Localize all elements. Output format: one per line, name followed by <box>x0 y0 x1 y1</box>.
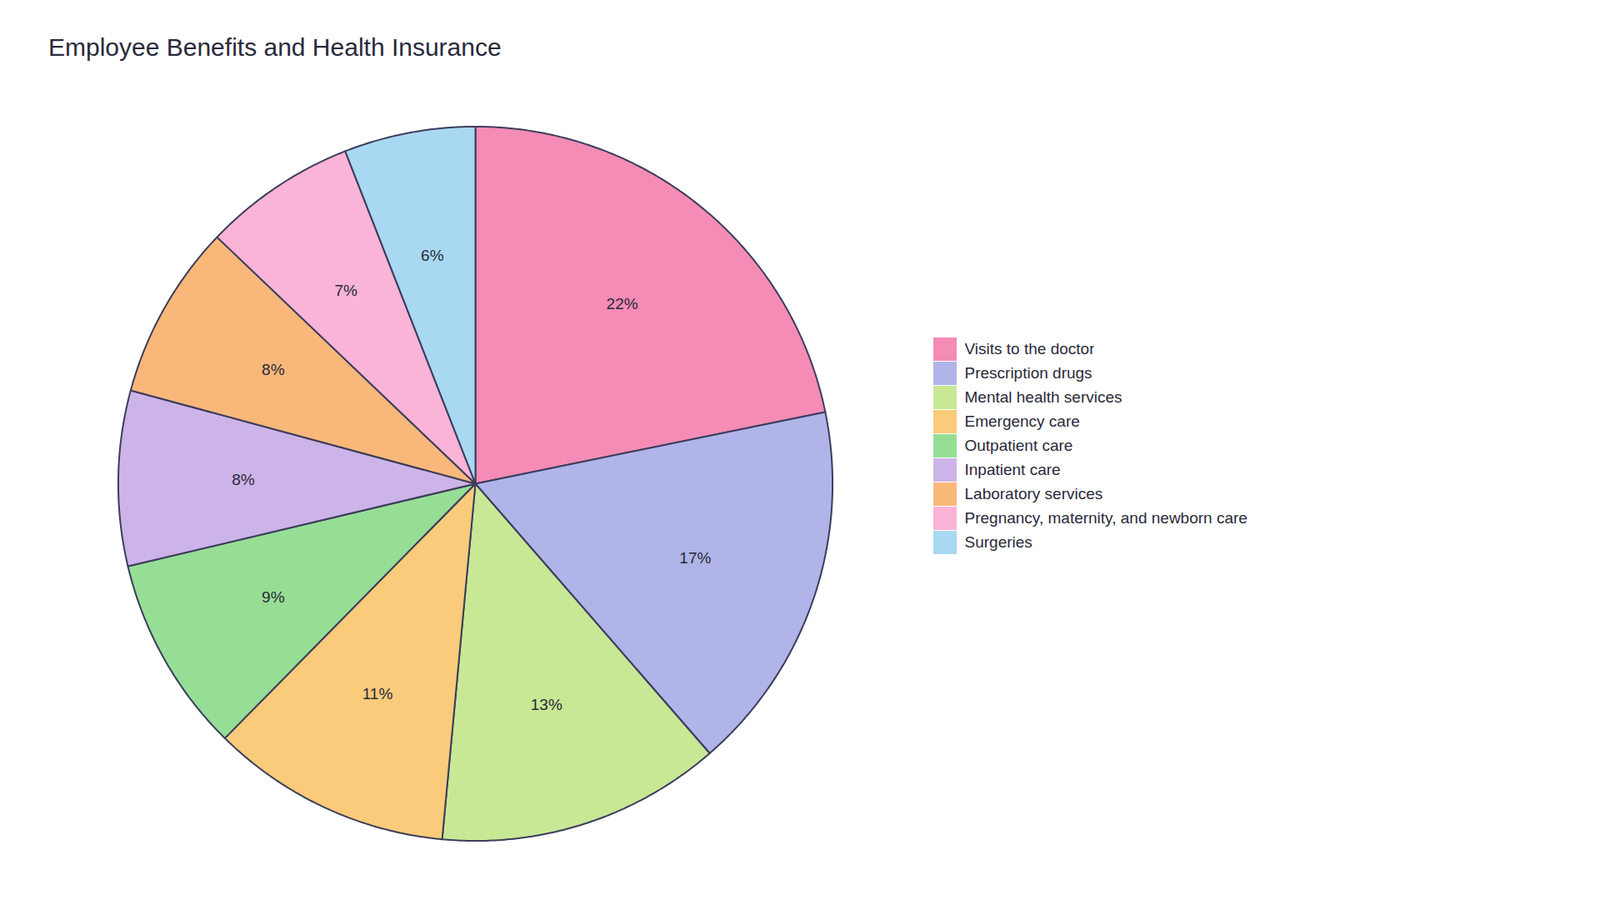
html-text:Surgeries: Surgeries <box>964 533 1033 551</box>
html-text:Visits to the doctor: Visits to the doctor <box>964 339 1095 358</box>
html-text:Pregnancy, maternity, and newb: Pregnancy, maternity, and newborn care <box>964 509 1248 527</box>
svg-text:7%: 7% <box>335 281 359 300</box>
html-text:Prescription drugs: Prescription drugs <box>964 364 1093 382</box>
svg-text:17%: 17% <box>679 549 711 567</box>
html-text:Emergency care: Emergency care <box>964 412 1080 430</box>
svg-text:13%: 13% <box>530 695 563 714</box>
svg-text:11%: 11% <box>362 685 394 703</box>
svg-text:8%: 8% <box>231 470 255 489</box>
svg-text:8%: 8% <box>261 360 285 379</box>
html-text:Laboratory services: Laboratory services <box>964 484 1103 503</box>
html-text:Outpatient care: Outpatient care <box>964 436 1073 454</box>
svg-text:9%: 9% <box>261 588 285 606</box>
html-text:Inpatient care: Inpatient care <box>964 460 1061 479</box>
svg-text:6%: 6% <box>420 246 445 265</box>
html-text:Employee Benefits and Health I: Employee Benefits and Health Insurance <box>48 33 502 61</box>
svg-text:22%: 22% <box>606 295 639 313</box>
html-text:Mental health services: Mental health services <box>964 388 1123 406</box>
